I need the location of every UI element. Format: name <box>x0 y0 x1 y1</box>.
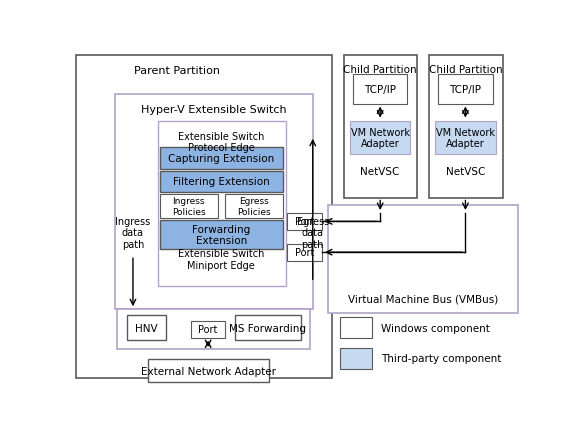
Text: VM Network
Adapter: VM Network Adapter <box>351 127 409 149</box>
Text: Third-party component: Third-party component <box>381 354 501 364</box>
Bar <box>160 148 283 170</box>
Bar <box>350 121 411 155</box>
Text: TCP/IP: TCP/IP <box>364 85 396 95</box>
Text: Egress
Policies: Egress Policies <box>237 197 271 216</box>
Text: NetVSC: NetVSC <box>361 166 400 176</box>
Bar <box>287 244 322 261</box>
Bar <box>158 121 285 286</box>
Bar <box>160 194 218 219</box>
Text: Parent Partition: Parent Partition <box>135 66 220 76</box>
Text: TCP/IP: TCP/IP <box>450 85 481 95</box>
Text: Extensible Switch
Protocol Edge: Extensible Switch Protocol Edge <box>178 131 264 153</box>
Bar <box>344 56 418 198</box>
Text: External Network Adapter: External Network Adapter <box>140 366 276 376</box>
Bar <box>117 309 310 349</box>
Bar <box>148 359 269 382</box>
Bar <box>435 121 496 155</box>
Text: Port: Port <box>198 325 218 335</box>
Text: Port: Port <box>295 217 314 227</box>
Text: Hyper-V Extensible Switch: Hyper-V Extensible Switch <box>141 104 287 114</box>
Bar <box>160 220 283 250</box>
Bar <box>340 317 372 339</box>
Bar <box>77 56 332 378</box>
Text: Capturing Extension: Capturing Extension <box>168 154 274 164</box>
Text: Windows component: Windows component <box>381 323 490 333</box>
Bar <box>328 206 518 313</box>
Bar <box>353 75 407 104</box>
Bar <box>115 94 313 309</box>
Bar <box>160 171 283 193</box>
Text: Port: Port <box>295 248 314 257</box>
Bar <box>438 75 492 104</box>
Bar <box>225 194 283 219</box>
Text: Forwarding
Extension: Forwarding Extension <box>192 224 251 246</box>
Bar <box>191 321 225 338</box>
Text: Egress
data
path: Egress data path <box>296 216 329 249</box>
Text: Filtering Extension: Filtering Extension <box>173 177 270 187</box>
Bar <box>235 316 301 340</box>
Text: MS Forwarding: MS Forwarding <box>229 323 306 333</box>
Text: Extensible Switch
Miniport Edge: Extensible Switch Miniport Edge <box>178 249 264 270</box>
Text: VM Network
Adapter: VM Network Adapter <box>436 127 495 149</box>
Text: Child Partition: Child Partition <box>429 64 502 74</box>
Bar <box>340 348 372 369</box>
Text: HNV: HNV <box>135 323 157 333</box>
Text: Child Partition: Child Partition <box>343 64 417 74</box>
Bar <box>127 316 165 340</box>
Bar <box>287 214 322 230</box>
Text: Ingress
data
path: Ingress data path <box>115 216 151 249</box>
Text: Ingress
Policies: Ingress Policies <box>172 197 205 216</box>
Bar <box>429 56 503 198</box>
Text: NetVSC: NetVSC <box>446 166 485 176</box>
Text: Virtual Machine Bus (VMBus): Virtual Machine Bus (VMBus) <box>347 294 498 304</box>
